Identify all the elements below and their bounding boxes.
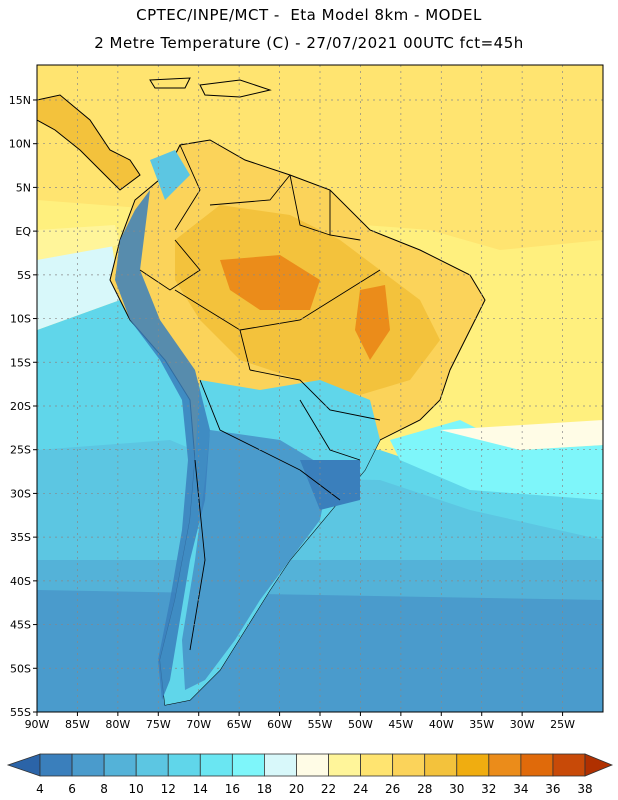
y-tick-label: 15N [9, 94, 31, 107]
y-tick-label: 45S [10, 619, 31, 632]
colorbar-label: 28 [417, 782, 432, 796]
map-gridlines [37, 65, 603, 712]
y-tick-label: EQ [15, 225, 31, 238]
map-field [37, 65, 603, 712]
x-tick-label: 55W [308, 718, 333, 731]
colorbar-label: 8 [100, 782, 108, 796]
colorbar-label: 34 [513, 782, 528, 796]
colorbar-label: 36 [545, 782, 560, 796]
x-tick-label: 90W [25, 718, 50, 731]
y-tick-label: 10N [9, 138, 31, 151]
colorbar-label: 30 [449, 782, 464, 796]
x-tick-label: 50W [348, 718, 373, 731]
colorbar-box [552, 753, 586, 777]
colorbar-box [135, 753, 169, 777]
colorbar-label: 18 [257, 782, 272, 796]
colorbar-label: 32 [481, 782, 496, 796]
y-tick-label: 20S [10, 400, 31, 413]
colorbar-label: 16 [225, 782, 240, 796]
x-tick-label: 60W [267, 718, 292, 731]
x-tick-label: 25W [550, 718, 575, 731]
ocean-band-24-west [37, 225, 120, 260]
y-tick-label: 5S [17, 269, 31, 282]
colorbar-label: 20 [289, 782, 304, 796]
landmass-central-america [37, 94, 141, 191]
andes-cold-strip [115, 190, 210, 700]
x-tick-label: 30W [510, 718, 535, 731]
colorbar-box [231, 753, 265, 777]
colorbar-label: 4 [36, 782, 44, 796]
x-tick-label: 85W [65, 718, 90, 731]
colorbar-labels: 4 6 8 10 12 14 16 18 20 22 24 26 28 30 32 34 36 38 [36, 782, 592, 796]
x-tick-label: 70W [186, 718, 211, 731]
colorbar-label: 26 [385, 782, 400, 796]
y-tick-label: 5N [16, 181, 31, 194]
colorbar-label: 24 [353, 782, 368, 796]
colorbar-arrow-right [584, 753, 614, 777]
colorbar-label: 12 [161, 782, 176, 796]
colorbar-label: 10 [129, 782, 144, 796]
x-tick-label: 65W [227, 718, 252, 731]
colorbar-box [103, 753, 137, 777]
colorbar-box [456, 753, 490, 777]
colorbar-box [264, 753, 297, 777]
y-axis: 15N 10N 5N EQ 5S 10S 15S 20S 25S 30S 35S 40S 45S 50S 5… [9, 94, 37, 719]
country-borders [139, 144, 381, 651]
colorbar-box [392, 753, 426, 777]
chart-title-line2: 2 Metre Temperature (C) - 27/07/2021 00U… [94, 34, 524, 52]
colorbar-boxes [6, 753, 614, 777]
colorbar-box [39, 753, 73, 777]
x-tick-label: 75W [146, 718, 171, 731]
y-tick-label: 15S [10, 356, 31, 369]
colorbar-label: 38 [577, 782, 592, 796]
colorbar-box [424, 753, 458, 777]
colorbar-arrow-left [6, 753, 41, 777]
x-tick-label: 35W [469, 718, 494, 731]
y-tick-label: 55S [10, 706, 31, 719]
cold-zone-south [182, 430, 330, 690]
ocean-band-18 [390, 420, 603, 500]
island-hispaniola [199, 79, 272, 98]
colorbar-box [328, 753, 361, 777]
hot-zone-central [220, 255, 320, 310]
colorbar-box [71, 753, 105, 777]
y-tick-label: 35S [10, 531, 31, 544]
y-tick-label: 10S [10, 313, 31, 326]
colorbar-box [167, 753, 201, 777]
y-tick-label: 40S [10, 575, 31, 588]
colorbar-box [360, 753, 394, 777]
colorbar-box [520, 753, 554, 777]
colorbar-box [488, 753, 522, 777]
x-tick-label: 45W [388, 718, 413, 731]
y-tick-label: 25S [10, 444, 31, 457]
island-cuba [149, 77, 191, 89]
ocean-band-22-east [440, 420, 603, 450]
y-tick-label: 50S [10, 662, 31, 675]
colorbar-label: 22 [321, 782, 336, 796]
chart-title-line1: CPTEC/INPE/MCT - Eta Model 8km - MODEL [136, 6, 482, 24]
colorbar-box [296, 753, 329, 777]
colorbar-label: 14 [193, 782, 208, 796]
colorbar-label: 6 [68, 782, 76, 796]
x-tick-label: 40W [429, 718, 454, 731]
y-tick-label: 30S [10, 487, 31, 500]
x-axis: 90W 85W 80W 75W 70W 65W 60W 55W 50W 45W 40W 35W 30W 2… [25, 712, 575, 731]
hot-zone-east [355, 285, 390, 360]
colorbar-box [199, 753, 233, 777]
venezuela-highlands [150, 150, 190, 200]
x-tick-label: 80W [105, 718, 130, 731]
cold-zone-uruguay [300, 460, 360, 510]
